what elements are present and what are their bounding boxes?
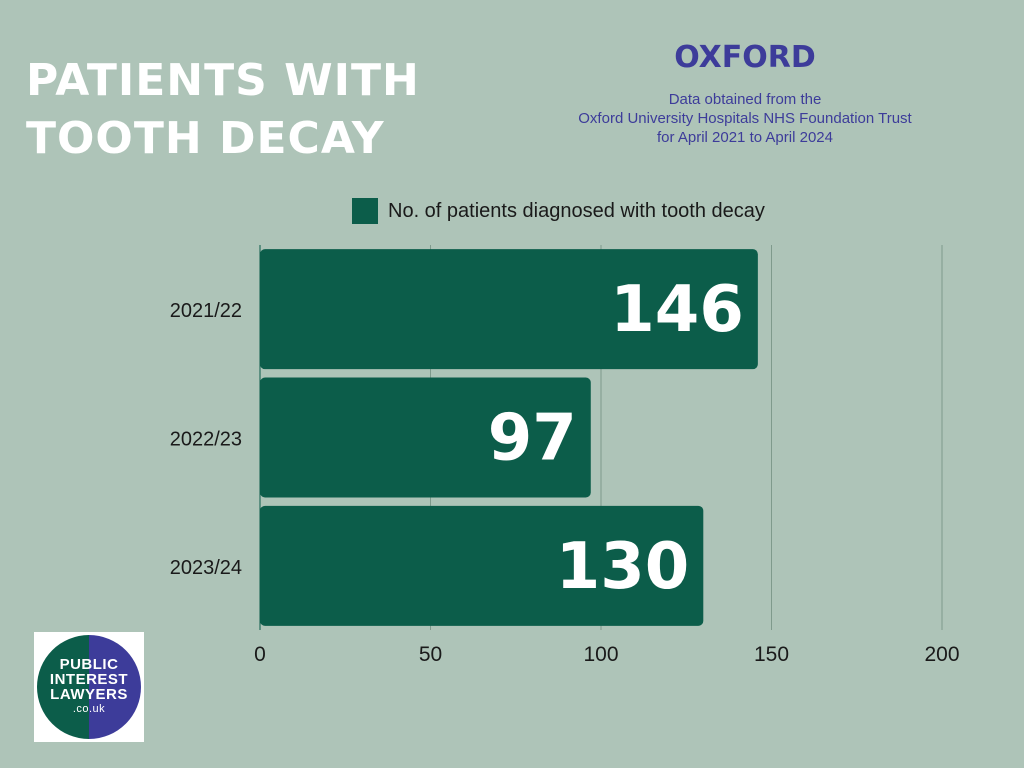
bar [260,505,704,626]
data-label: 146 [610,273,744,347]
logo: PUBLIC INTEREST LAWYERS .co.uk [34,632,144,742]
data-label: 97 [488,402,577,476]
legend: No. of patients diagnosed with tooth dec… [352,198,765,224]
logo-line-3: LAWYERS [50,686,128,703]
x-tick-label: 150 [754,643,789,666]
category-label: 2023/24 [170,557,242,579]
source-line-1: Data obtained from the [668,91,822,108]
source-line-2: Oxford University Hospitals NHS Foundati… [578,110,912,127]
logo-circle [37,635,141,739]
logo-line-4: .co.uk [72,703,106,715]
bar [260,377,591,498]
logo-text: PUBLIC INTEREST LAWYERS .co.uk [34,632,144,742]
legend-label: No. of patients diagnosed with tooth dec… [388,199,765,222]
source-note: Data obtained from the Oxford University… [520,90,970,147]
x-tick-label: 50 [419,643,442,666]
category-label: 2022/23 [170,429,242,451]
x-tick-label: 100 [583,643,618,666]
x-tick-label: 0 [254,643,266,666]
title-line-1: PATIENTS WITH [26,55,420,106]
category-label: 2021/22 [170,300,242,322]
title-line-2: TOOTH DECAY [26,113,385,164]
logo-line-1: PUBLIC [59,656,119,673]
bar [260,249,758,370]
chart-title: PATIENTS WITH TOOTH DECAY [26,52,420,168]
city-label: OXFORD [674,40,816,75]
legend-swatch [352,198,378,224]
data-label: 130 [556,530,690,604]
logo-line-2: INTEREST [49,671,129,688]
source-line-3: for April 2021 to April 2024 [657,129,833,146]
x-tick-label: 200 [924,643,959,666]
